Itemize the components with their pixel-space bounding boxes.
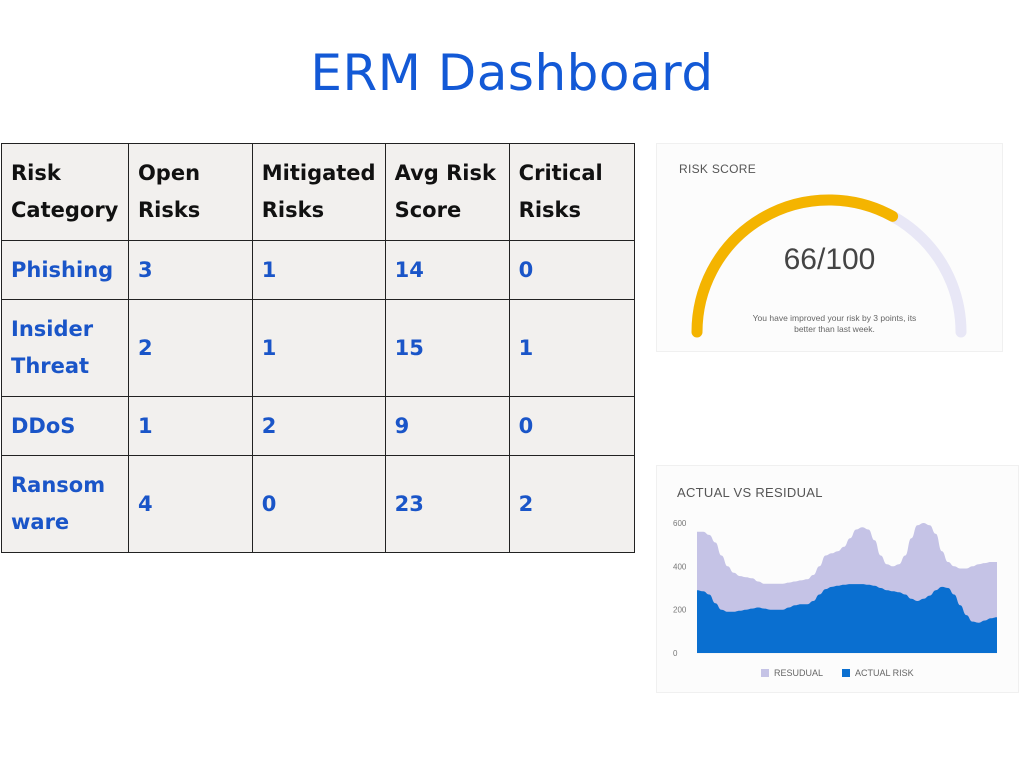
y-tick-label: 600 — [673, 519, 687, 528]
cell-open: 1 — [127, 396, 253, 456]
cell-category: Ransom ware — [1, 455, 129, 553]
header-risk-category: Risk Category — [1, 143, 129, 241]
table-row: Ransom ware 4 0 23 2 — [1, 455, 636, 553]
cell-critical: 2 — [508, 455, 636, 553]
cell-critical: 0 — [508, 396, 636, 456]
table-row: Phishing 3 1 14 0 — [1, 240, 636, 300]
cell-open: 3 — [127, 240, 253, 300]
header-critical-risks: Critical Risks — [508, 143, 636, 241]
risk-score-note: You have improved your risk by 3 points,… — [752, 313, 917, 334]
legend-label-actual: ACTUAL RISK — [855, 668, 914, 678]
legend-swatch-residual — [761, 669, 769, 677]
risk-score-label: RISK SCORE — [679, 162, 757, 176]
cell-avg-score: 23 — [384, 455, 510, 553]
table-header-row: Risk Category Open Risks Mitigated Risks Av… — [1, 143, 636, 241]
header-mitigated-risks: Mitigated Risks — [251, 143, 386, 241]
y-tick-label: 200 — [673, 606, 687, 615]
cell-critical: 0 — [508, 240, 636, 300]
risk-score-gauge — [691, 194, 967, 338]
cell-mitigated: 0 — [251, 455, 386, 553]
legend-item-actual: ACTUAL RISK — [842, 668, 914, 678]
cell-category: Phishing — [1, 240, 129, 300]
cell-mitigated: 1 — [251, 240, 386, 300]
cell-avg-score: 9 — [384, 396, 510, 456]
y-tick-label: 400 — [673, 562, 687, 571]
legend-label-residual: RESUDUAL — [774, 668, 824, 678]
area-chart: 600 400 200 0 — [673, 519, 997, 658]
y-tick-label: 0 — [673, 649, 678, 658]
series-area-actual-risk — [697, 584, 997, 653]
table-row: Insider Threat 2 1 15 1 — [1, 299, 636, 397]
page-title: ERM Dashboard — [310, 44, 714, 102]
gauge-fill — [691, 194, 899, 338]
chart-title: ACTUAL VS RESIDUAL — [677, 485, 823, 500]
risk-score-value: 66/100 — [783, 243, 876, 276]
actual-vs-residual-card: ACTUAL VS RESIDUAL 600 400 200 0 RESUDUAL A… — [656, 465, 1019, 693]
cell-critical: 1 — [508, 299, 636, 397]
risk-score-card: RISK SCORE 66/100 You have improved your… — [656, 143, 1003, 352]
risk-table: Risk Category Open Risks Mitigated Risks Av… — [1, 143, 636, 553]
header-avg-risk-score: Avg Risk Score — [384, 143, 510, 241]
legend-item-residual: RESUDUAL — [761, 668, 823, 678]
cell-mitigated: 1 — [251, 299, 386, 397]
cell-avg-score: 15 — [384, 299, 510, 397]
cell-category: DDoS — [1, 396, 129, 456]
cell-category: Insider Threat — [1, 299, 129, 397]
table-row: DDoS 1 2 9 0 — [1, 396, 636, 456]
legend-swatch-actual — [842, 669, 850, 677]
header-open-risks: Open Risks — [127, 143, 253, 241]
cell-open: 2 — [127, 299, 253, 397]
cell-mitigated: 2 — [251, 396, 386, 456]
cell-avg-score: 14 — [384, 240, 510, 300]
cell-open: 4 — [127, 455, 253, 553]
